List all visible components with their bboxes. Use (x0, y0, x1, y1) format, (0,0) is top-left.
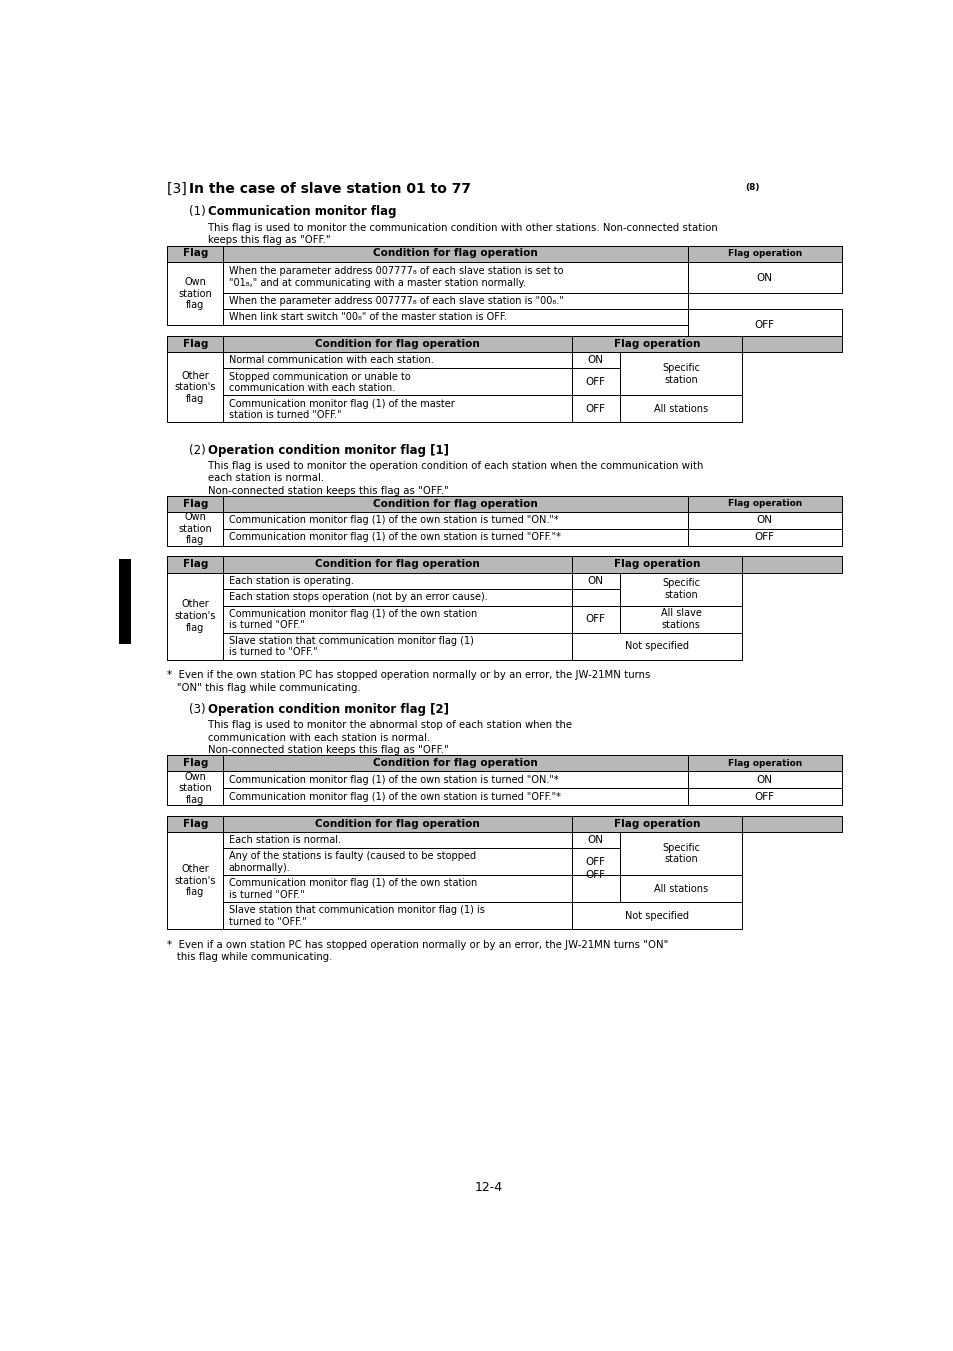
Bar (619, 832, 741, 875)
Text: OFF: OFF (585, 404, 605, 413)
Text: Flag operation: Flag operation (614, 339, 700, 349)
Text: Flag operation: Flag operation (727, 759, 801, 767)
Text: Not specified: Not specified (624, 911, 688, 920)
Bar (167, 755, 841, 771)
Text: All stations: All stations (654, 884, 707, 893)
Bar (223, 589, 571, 605)
Text: When the parameter address 007777₈ of each slave station is set to
"01₈," and at: When the parameter address 007777₈ of ea… (229, 266, 562, 288)
Text: ON: ON (756, 273, 772, 282)
Bar (223, 512, 687, 528)
Bar (167, 496, 223, 512)
Bar (223, 369, 571, 396)
Bar (167, 557, 841, 573)
Text: All stations: All stations (654, 404, 707, 413)
Bar (571, 573, 619, 589)
Bar (223, 246, 687, 262)
Text: Non-connected station keeps this flag as "OFF.": Non-connected station keeps this flag as… (208, 744, 448, 755)
Bar (223, 755, 687, 771)
Text: communication with each station is normal.: communication with each station is norma… (208, 732, 430, 743)
Bar (571, 396, 619, 423)
Text: Normal communication with each station.: Normal communication with each station. (229, 355, 433, 365)
Bar (223, 848, 571, 875)
Text: Other
station's
flag: Other station's flag (174, 600, 215, 632)
Bar (223, 902, 571, 929)
Text: OFF: OFF (585, 615, 605, 624)
Text: Own
station
flag: Own station flag (178, 277, 212, 311)
Text: keeps this flag as "OFF.": keeps this flag as "OFF." (208, 235, 330, 246)
Bar (619, 605, 741, 632)
Text: When the parameter address 007777₈ of each slave station is "00₈.": When the parameter address 007777₈ of ea… (229, 296, 562, 307)
Text: Communication monitor flag (1) of the master
station is turned "OFF.": Communication monitor flag (1) of the ma… (229, 399, 454, 420)
Text: Condition for flag operation: Condition for flag operation (314, 559, 479, 569)
Text: Specific
station: Specific station (661, 843, 700, 865)
Text: This flag is used to monitor the abnormal stop of each station when the: This flag is used to monitor the abnorma… (208, 720, 571, 731)
Bar (167, 816, 223, 832)
Bar (223, 528, 687, 546)
Bar (687, 262, 841, 293)
Text: Flag operation: Flag operation (614, 819, 700, 830)
Text: In the case of slave station 01 to 77: In the case of slave station 01 to 77 (189, 182, 471, 196)
Bar (619, 875, 741, 902)
Bar (571, 353, 619, 369)
Bar (223, 353, 571, 369)
Text: (8): (8) (744, 182, 760, 192)
Text: Other
station's
flag: Other station's flag (174, 370, 215, 404)
Text: Slave station that communication monitor flag (1)
is turned to "OFF.": Slave station that communication monitor… (229, 636, 473, 658)
Bar (167, 353, 223, 423)
Text: each station is normal.: each station is normal. (208, 473, 323, 484)
Text: Operation condition monitor flag [2]: Operation condition monitor flag [2] (208, 704, 448, 716)
Bar (571, 902, 741, 929)
Text: (1): (1) (189, 205, 210, 219)
Bar (223, 496, 687, 512)
Text: This flag is used to monitor the communication condition with other stations. No: This flag is used to monitor the communi… (208, 223, 717, 232)
Bar (571, 557, 741, 573)
Text: Condition for flag operation: Condition for flag operation (314, 819, 479, 830)
Bar (571, 848, 619, 875)
Bar (571, 832, 619, 848)
Bar (571, 336, 741, 353)
Text: Condition for flag operation: Condition for flag operation (373, 758, 537, 769)
Text: Flag: Flag (182, 249, 208, 258)
Text: Communication monitor flag (1) of the own station
is turned "OFF.": Communication monitor flag (1) of the ow… (229, 609, 476, 631)
Text: Each station is normal.: Each station is normal. (229, 835, 340, 846)
Bar (223, 771, 687, 788)
Bar (687, 246, 841, 262)
Text: 12-4: 12-4 (475, 1181, 502, 1194)
Text: Communication monitor flag (1) of the own station is turned "OFF."*: Communication monitor flag (1) of the ow… (229, 532, 559, 542)
Text: Each station is operating.: Each station is operating. (229, 576, 353, 585)
Bar (167, 336, 223, 353)
Text: Not specified: Not specified (624, 642, 688, 651)
Text: *  Even if the own station PC has stopped operation normally or by an error, the: * Even if the own station PC has stopped… (167, 670, 650, 681)
Text: Flag: Flag (182, 339, 208, 349)
Bar (119, 559, 131, 644)
Text: Own
station
flag: Own station flag (178, 512, 212, 546)
Text: ON: ON (756, 774, 772, 785)
Bar (167, 246, 223, 262)
Bar (167, 557, 223, 573)
Bar (571, 816, 741, 832)
Text: Any of the stations is faulty (caused to be stopped
abnormally).: Any of the stations is faulty (caused to… (229, 851, 476, 873)
Bar (167, 573, 223, 659)
Text: ON: ON (756, 515, 772, 526)
Text: Flag operation: Flag operation (727, 249, 801, 258)
Bar (223, 309, 687, 326)
Text: Communication monitor flag (1) of the own station is turned "ON."*: Communication monitor flag (1) of the ow… (229, 515, 558, 526)
Text: Each station stops operation (not by an error cause).: Each station stops operation (not by an … (229, 592, 487, 603)
Text: *  Even if a own station PC has stopped operation normally or by an error, the J: * Even if a own station PC has stopped o… (167, 940, 668, 950)
Bar (687, 528, 841, 546)
Bar (223, 875, 571, 902)
Bar (223, 293, 687, 309)
Bar (619, 353, 741, 396)
Text: Flag: Flag (182, 559, 208, 569)
Text: Non-connected station keeps this flag as "OFF.": Non-connected station keeps this flag as… (208, 485, 448, 496)
Bar (687, 771, 841, 788)
Bar (223, 788, 687, 805)
Text: OFF: OFF (585, 857, 605, 866)
Bar (619, 573, 741, 605)
Text: Stopped communication or unable to
communication with each station.: Stopped communication or unable to commu… (229, 372, 410, 393)
Text: Condition for flag operation: Condition for flag operation (314, 339, 479, 349)
Bar (167, 246, 841, 262)
Bar (223, 262, 687, 293)
Bar (687, 755, 841, 771)
Text: OFF: OFF (585, 870, 605, 880)
